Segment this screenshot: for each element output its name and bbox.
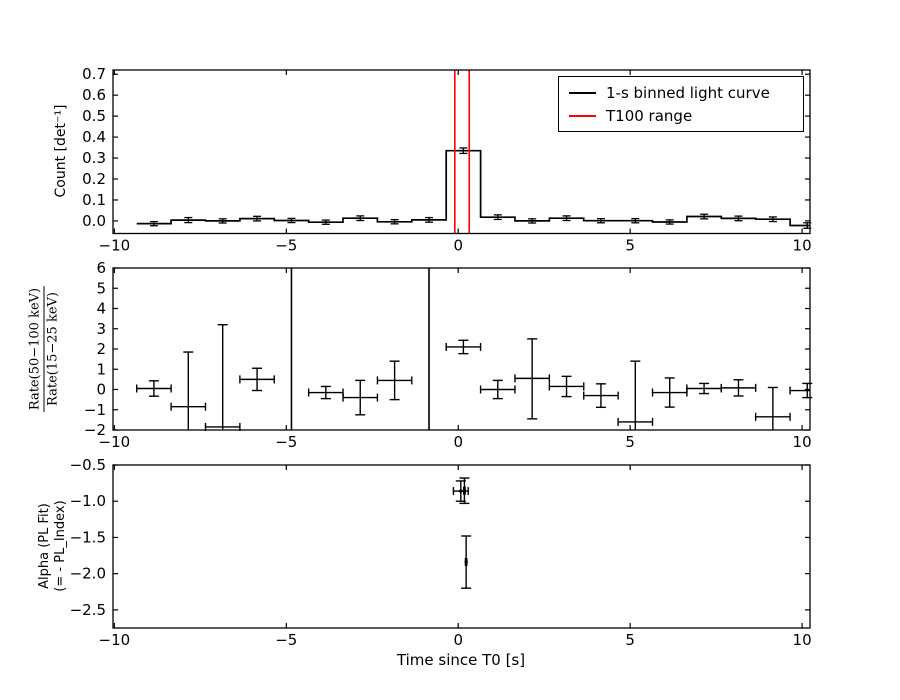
y-tick-label: −2 (84, 421, 106, 439)
x-tick-label: 10 (793, 433, 812, 451)
errorbar-point (136, 380, 172, 397)
errorbar-point (307, 385, 344, 400)
ylabel-denominator: Rate(15−25 keV) (45, 292, 61, 406)
errorbar-point (204, 324, 241, 431)
panel-data (136, 268, 813, 431)
point-marker (464, 560, 468, 564)
errorbar-point (754, 386, 791, 430)
y-tick-label: 2 (96, 340, 106, 358)
y-tick-label: 0.0 (82, 212, 106, 230)
panel-data (136, 70, 812, 234)
y-tick-label: 0.1 (82, 191, 106, 209)
x-tick-label: 5 (625, 433, 635, 451)
lightcurve-step (136, 149, 810, 227)
legend-black-line-sample (569, 91, 596, 94)
errorbar-point (548, 375, 585, 398)
errorbar-point (789, 382, 813, 399)
legend-entry-t100: T100 range (565, 104, 797, 127)
y-tick-label: 5 (96, 279, 106, 297)
x-tick-label: −5 (275, 631, 297, 649)
errorbar-point (720, 379, 757, 397)
legend: 1-s binned light curve T100 range (558, 76, 804, 132)
errorbar-point (651, 377, 688, 408)
y-tick-label: −2.5 (70, 601, 106, 619)
y-tick-label: −2.0 (70, 565, 106, 583)
y-tick-label: 0.2 (82, 170, 106, 188)
y-tick-label: −0.5 (70, 456, 106, 474)
axes-frame (112, 464, 811, 629)
errorbar-point (686, 382, 722, 395)
bottom-y-axis-label: Alpha (PL Fit) (= - PL_Index) (37, 500, 70, 591)
x-tick-label: −5 (275, 237, 297, 255)
middle-y-axis-label: Rate(50−100 keV) Rate(15−25 keV) (27, 285, 61, 413)
y-tick-label: −1.0 (70, 492, 106, 510)
x-tick-label: 10 (793, 631, 812, 649)
y-tick-label: 0.6 (82, 86, 106, 104)
x-axis-label: Time since T0 [s] (396, 651, 526, 669)
y-tick-label: 0 (96, 381, 106, 399)
light-curve-panel: −10 −5 0 5 10 0.0 0.1 0.2 0.3 0.4 0.5 0.6 0.7 (82, 65, 811, 254)
errorbar-point (376, 360, 413, 401)
y-tick-label: 3 (96, 320, 106, 338)
y-tick-label: 0.7 (82, 65, 106, 83)
axes-frame (112, 69, 811, 235)
legend-red-line-sample (569, 114, 596, 117)
errorbar-point (459, 477, 470, 505)
errorbar-point (617, 360, 654, 430)
x-tick-label: 0 (453, 631, 463, 649)
panel-data (452, 477, 472, 589)
errorbar-point (239, 367, 275, 392)
x-tick-label: 0 (453, 237, 463, 255)
y-tick-label: −1 (84, 401, 106, 419)
alpha-panel: −10 −5 0 5 10 −0.5 −1.0 −1.5 −2.0 −2.5 (70, 456, 812, 649)
legend-label-t100: T100 range (606, 106, 693, 125)
x-tick-label: 5 (625, 237, 635, 255)
x-tick-label: −5 (275, 433, 297, 451)
x-tick-label: −10 (99, 433, 131, 451)
y-tick-label: 4 (96, 300, 106, 318)
bottom-y-axis-label-line2: (= - PL_Index) (53, 500, 68, 592)
legend-label-lightcurve: 1-s binned light curve (606, 83, 770, 102)
x-tick-label: 0 (453, 433, 463, 451)
top-y-axis-label: Count [det⁻¹] (53, 104, 69, 198)
lightcurve-errorbars (149, 147, 812, 229)
x-tick-label: −10 (99, 237, 131, 255)
y-tick-label: 6 (96, 259, 106, 277)
errorbar-point (170, 351, 207, 430)
ylabel-numerator: Rate(50−100 keV) (27, 285, 45, 413)
errorbar-point (342, 379, 379, 416)
y-tick-label: 0.4 (82, 128, 106, 146)
y-tick-label: −1.5 (70, 528, 106, 546)
errorbar-point (514, 338, 551, 420)
legend-entry-lightcurve: 1-s binned light curve (565, 81, 797, 104)
y-tick-label: 0.3 (82, 149, 106, 167)
point-marker (459, 489, 463, 493)
x-tick-label: 10 (793, 237, 812, 255)
y-tick-label: 1 (96, 360, 106, 378)
x-tick-label: 5 (625, 631, 635, 649)
point-marker (462, 489, 467, 493)
y-tick-label: 0.5 (82, 107, 106, 125)
bottom-y-axis-label-line1: Alpha (PL Fit) (36, 503, 52, 589)
errorbar-point (479, 379, 516, 400)
axes-frame (112, 267, 811, 431)
errorbar-point (461, 535, 472, 589)
errorbar-point (583, 383, 619, 409)
errorbar-point (445, 339, 482, 355)
x-tick-label: −10 (99, 631, 131, 649)
